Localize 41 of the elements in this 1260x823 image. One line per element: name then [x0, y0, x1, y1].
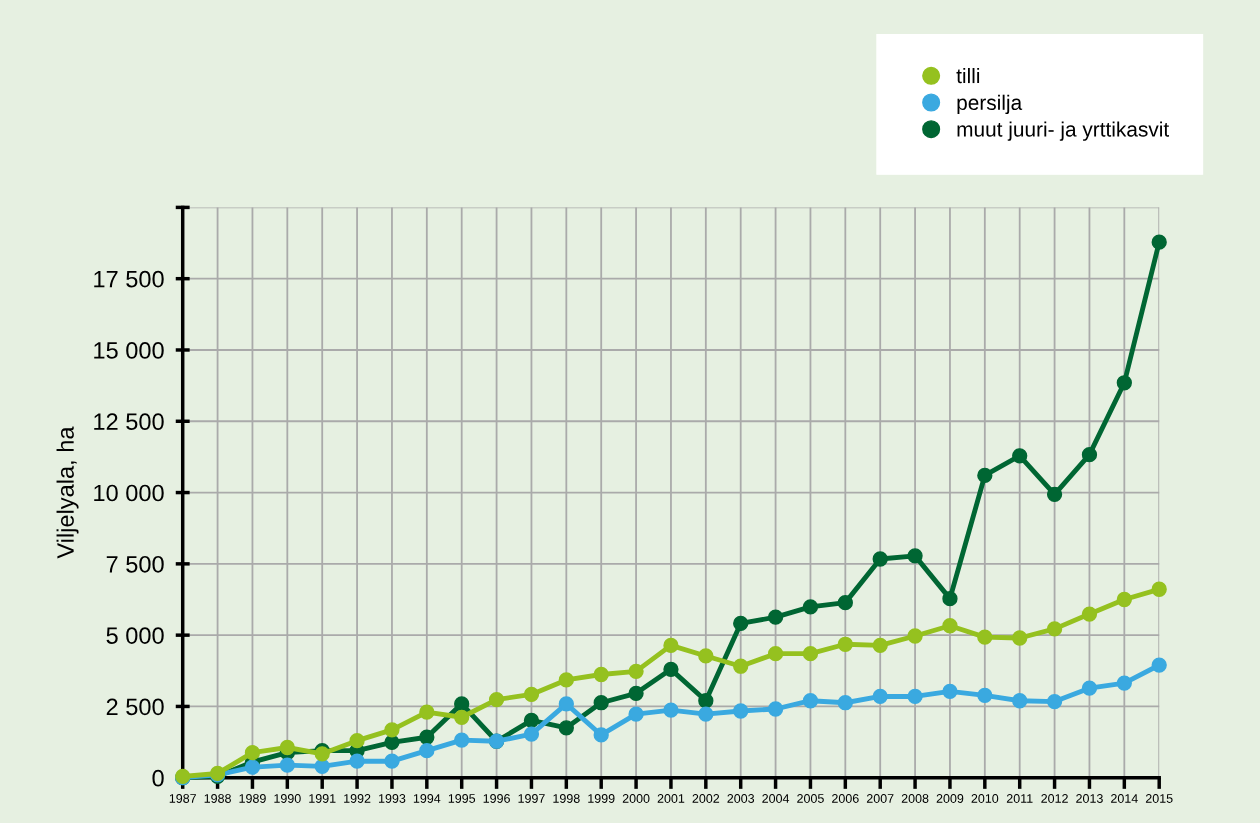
x-tick-label: 1999: [588, 794, 615, 803]
x-tick-label: 1997: [518, 794, 545, 803]
x-tick-label: 1990: [274, 794, 301, 803]
x-tick-label: 2015: [1145, 794, 1173, 803]
x-tick-label: 2007: [866, 794, 894, 803]
x-tick-label: 1991: [309, 794, 336, 803]
x-tick-label: 2005: [797, 794, 824, 803]
x-tick-label: 2004: [762, 794, 790, 803]
x-tick-label: 2012: [1041, 794, 1068, 803]
y-tick-label: 5 000: [106, 627, 164, 644]
x-tick-label: 1988: [204, 794, 231, 803]
y-tick-label: 15 000: [94, 342, 164, 359]
x-tick-label: 1992: [344, 794, 371, 803]
y-tick-label: 10 000: [94, 484, 164, 502]
x-tick-label: 2014: [1111, 794, 1138, 803]
x-tick-label: 2011: [1006, 794, 1033, 803]
x-tick-label: 1998: [553, 794, 580, 803]
x-tick-label: 1996: [483, 794, 510, 803]
legend-label: muut juuri- ja yrttikasvit: [957, 121, 1170, 141]
x-tick-label: 1989: [239, 794, 266, 803]
x-tick-label: 2009: [936, 794, 964, 803]
x-tick-label: 2008: [901, 794, 929, 803]
legend-label: persilja: [957, 94, 1023, 115]
x-tick-label: 2013: [1076, 794, 1103, 803]
x-tick-label: 2000: [622, 794, 650, 803]
y-tick-label: 17 500: [94, 270, 164, 288]
y-tick-label: 12 500: [94, 413, 164, 431]
x-tick-label: 2006: [832, 794, 859, 803]
x-tick-label: 2003: [727, 794, 755, 803]
x-tick-label: 1987: [169, 794, 196, 803]
x-tick-label: 2002: [692, 794, 720, 803]
legend-label: tilli: [956, 67, 980, 84]
x-tick-label: 1993: [379, 794, 406, 803]
x-tick-label: 2001: [657, 794, 685, 803]
y-axis-title: Viljelyala, ha: [56, 426, 79, 559]
x-tick-label: 2010: [971, 794, 999, 803]
x-tick-label: 1994: [413, 794, 441, 803]
x-tick-label: 1995: [448, 794, 476, 803]
y-tick-label: 7 500: [106, 555, 164, 573]
y-tick-label: 0: [152, 769, 164, 787]
y-tick-label: 2 500: [106, 698, 164, 716]
